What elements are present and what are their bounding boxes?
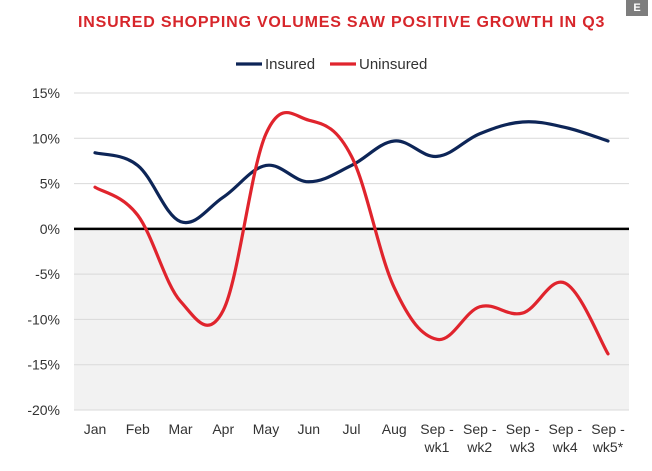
series-lines xyxy=(93,111,610,356)
x-tick-label: May xyxy=(253,421,279,437)
legend-label-insured: Insured xyxy=(265,56,315,73)
x-tick-label: Jun xyxy=(297,421,320,437)
legend-label-uninsured: Uninsured xyxy=(359,56,427,73)
y-tick-label: 0% xyxy=(40,221,60,237)
x-tick-label: Jan xyxy=(84,421,107,437)
y-axis-tick-labels: 15% 10% 5% 0% -5% -10% -15% -20% xyxy=(27,85,60,418)
x-tick-label: Aug xyxy=(382,421,407,437)
x-tick-label: Sep -wk2 xyxy=(463,421,497,455)
legend: Insured Uninsured xyxy=(236,56,427,73)
x-tick-label: Feb xyxy=(126,421,150,437)
x-tick-label: Sep -wk5* xyxy=(591,421,625,455)
y-tick-label: -20% xyxy=(27,402,60,418)
series-line-insured xyxy=(93,120,610,225)
x-tick-label: Mar xyxy=(168,421,192,437)
x-tick-label: Sep -wk1 xyxy=(420,421,454,455)
y-tick-label: 5% xyxy=(40,176,60,192)
y-tick-label: -15% xyxy=(27,357,60,373)
y-tick-label: -5% xyxy=(35,266,60,282)
x-tick-label: Sep -wk4 xyxy=(549,421,583,455)
chart-title: INSURED SHOPPING VOLUMES SAW POSITIVE GR… xyxy=(78,14,606,31)
y-tick-label: 10% xyxy=(32,130,60,146)
x-tick-label: Sep -wk3 xyxy=(506,421,540,455)
series-line-uninsured xyxy=(93,111,610,356)
y-tick-label: 15% xyxy=(32,85,60,101)
x-axis-tick-labels: Jan Feb Mar Apr May Jun Jul Aug Sep -wk1 Sep -wk2… xyxy=(84,421,625,455)
x-tick-label: Jul xyxy=(343,421,361,437)
x-tick-label: Apr xyxy=(212,421,234,437)
corner-badge: E xyxy=(626,0,648,16)
y-tick-label: -10% xyxy=(27,311,60,327)
